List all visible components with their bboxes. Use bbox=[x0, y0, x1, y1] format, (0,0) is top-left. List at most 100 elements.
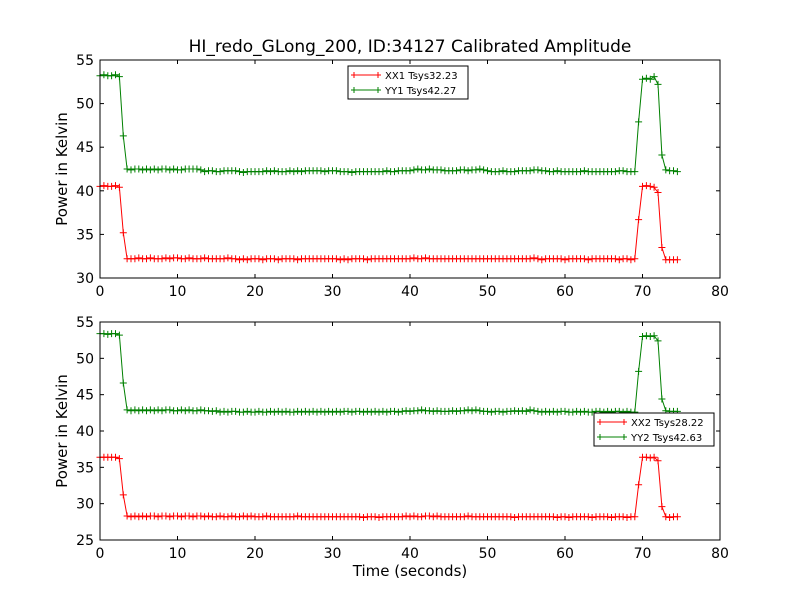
data-point bbox=[239, 408, 247, 416]
legend-marker bbox=[597, 419, 603, 425]
data-point bbox=[406, 513, 414, 521]
data-point bbox=[410, 254, 418, 262]
data-point bbox=[336, 408, 344, 416]
data-point bbox=[220, 407, 228, 415]
data-point bbox=[166, 255, 174, 263]
data-point bbox=[476, 165, 484, 173]
data-point bbox=[480, 166, 488, 174]
data-point bbox=[100, 330, 108, 338]
data-point bbox=[224, 513, 232, 521]
data-point bbox=[205, 407, 212, 415]
data-point bbox=[666, 514, 674, 521]
data-point bbox=[658, 395, 666, 403]
data-point bbox=[437, 166, 445, 174]
data-point bbox=[177, 513, 185, 521]
data-point bbox=[379, 407, 387, 415]
y-tick-label: 55 bbox=[76, 53, 94, 69]
data-point bbox=[487, 408, 495, 416]
data-point bbox=[394, 408, 402, 416]
data-point bbox=[154, 406, 162, 414]
data-point bbox=[127, 407, 135, 415]
data-point bbox=[360, 255, 367, 263]
data-point bbox=[139, 406, 147, 414]
data-point bbox=[224, 254, 232, 262]
data-point bbox=[530, 407, 538, 415]
x-tick-label: 0 bbox=[96, 546, 105, 562]
data-point bbox=[317, 407, 325, 415]
data-point bbox=[232, 407, 240, 415]
data-point bbox=[631, 255, 639, 263]
data-point bbox=[239, 512, 247, 520]
data-point bbox=[611, 168, 619, 176]
data-point bbox=[294, 512, 302, 520]
data-point bbox=[313, 408, 321, 416]
data-point bbox=[100, 71, 108, 79]
data-point bbox=[371, 407, 379, 415]
data-point bbox=[573, 407, 581, 415]
data-point bbox=[181, 255, 189, 263]
data-point bbox=[538, 408, 546, 416]
data-point bbox=[418, 513, 426, 521]
data-point bbox=[580, 255, 588, 263]
data-point bbox=[170, 165, 178, 173]
data-point bbox=[375, 514, 383, 521]
data-point bbox=[100, 182, 108, 190]
data-point bbox=[119, 491, 127, 499]
data-point bbox=[654, 457, 662, 465]
data-point bbox=[294, 256, 302, 264]
data-point bbox=[398, 407, 406, 415]
data-point bbox=[108, 72, 116, 80]
legend-label: XX2 Tsys28.22 bbox=[631, 418, 704, 429]
x-tick-label: 30 bbox=[324, 546, 342, 562]
data-point bbox=[332, 407, 340, 415]
data-point bbox=[646, 454, 654, 462]
y-axis-label: Power in Kelvin bbox=[53, 374, 71, 488]
data-point bbox=[243, 256, 251, 264]
data-point bbox=[243, 513, 251, 521]
data-point bbox=[267, 168, 274, 176]
data-point bbox=[553, 167, 561, 175]
data-point bbox=[635, 367, 643, 375]
data-point bbox=[445, 407, 453, 415]
data-point bbox=[580, 167, 588, 175]
data-point bbox=[135, 407, 143, 415]
y-tick-label: 35 bbox=[76, 460, 94, 476]
data-point bbox=[267, 407, 274, 415]
data-point bbox=[321, 408, 329, 416]
x-tick-label: 40 bbox=[401, 546, 419, 562]
data-point bbox=[588, 408, 596, 416]
data-point bbox=[317, 167, 325, 175]
data-point bbox=[654, 337, 662, 345]
x-tick-label: 70 bbox=[634, 284, 652, 300]
data-point bbox=[162, 512, 170, 520]
data-point bbox=[433, 407, 441, 415]
data-point bbox=[639, 333, 646, 340]
data-point bbox=[127, 166, 135, 174]
data-point bbox=[418, 255, 426, 263]
data-point bbox=[197, 166, 205, 174]
data-point bbox=[367, 408, 375, 416]
data-point bbox=[201, 168, 209, 176]
data-point bbox=[321, 168, 329, 176]
data-point bbox=[290, 513, 298, 521]
data-point bbox=[611, 255, 619, 263]
data-point bbox=[282, 168, 290, 176]
data-point bbox=[131, 255, 139, 263]
data-point bbox=[495, 168, 503, 176]
data-point bbox=[557, 255, 565, 263]
data-point bbox=[259, 256, 267, 264]
data-point bbox=[391, 407, 398, 415]
data-point bbox=[484, 167, 491, 175]
data-point bbox=[112, 453, 119, 461]
data-point bbox=[654, 80, 662, 88]
plot-panels: 0 10 20 30 40 50 60 70 80 30 35 40 45 50 55 Power in Ke… bbox=[53, 53, 729, 580]
data-point bbox=[139, 166, 147, 174]
data-point bbox=[243, 407, 251, 415]
legend-marker bbox=[621, 419, 627, 425]
data-point bbox=[580, 407, 588, 415]
data-point bbox=[154, 513, 162, 521]
data-point bbox=[298, 168, 305, 176]
data-point bbox=[472, 406, 480, 414]
data-point bbox=[131, 406, 139, 414]
